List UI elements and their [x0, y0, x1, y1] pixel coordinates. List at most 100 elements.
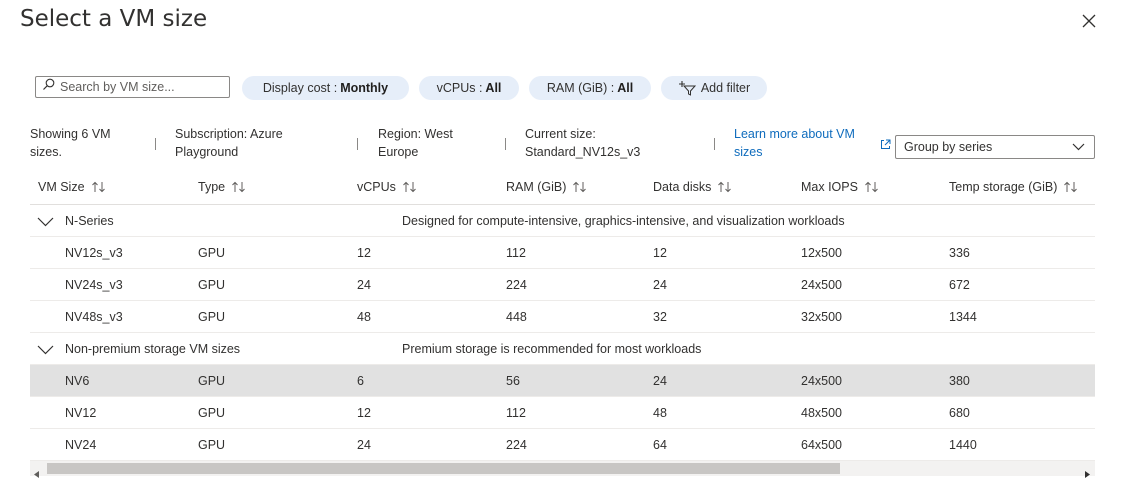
cell-vcpus: 12 [357, 406, 371, 420]
cell-type: GPU [198, 246, 226, 260]
current-size-text: Current size: Standard_NV12s_v3 [525, 127, 641, 159]
cell-vm-size: NV24 [65, 438, 97, 452]
subscription-text: Subscription: Azure Playground [175, 127, 283, 159]
group-name: Non-premium storage VM sizes [65, 342, 241, 356]
column-header-label: VM Size [38, 180, 85, 194]
cell-ram-gib: 112 [506, 406, 526, 420]
cell-data-disks: 24 [653, 278, 667, 292]
table-row[interactable]: NV48s_v3 GPU 48 448 32 32x500 1344 [30, 301, 1095, 333]
cell-ram-gib: 224 [506, 278, 527, 292]
cell-data-disks: 12 [653, 246, 667, 260]
vcpus-label: vCPUs : [436, 81, 483, 95]
display-cost-filter[interactable]: Display cost : Monthly [242, 76, 409, 100]
cell-max-iops: 32x500 [801, 310, 843, 324]
column-header-label: Temp storage (GiB) [949, 180, 1058, 194]
cell-type: GPU [198, 438, 226, 452]
divider [505, 138, 506, 150]
cell-ram-gib: 448 [506, 310, 527, 324]
group-header-n-series: N-Series Designed for compute-intensive, … [30, 205, 1095, 237]
cell-max-iops: 48x500 [801, 406, 843, 420]
cell-vm-size: NV24s_v3 [65, 278, 123, 292]
table-row[interactable]: NV6 GPU 6 56 24 24x500 380 [30, 365, 1095, 397]
column-header-vm-size[interactable]: VM Size [38, 180, 107, 194]
group-description: Designed for compute-intensive, graphics… [402, 214, 845, 228]
display-cost-label: Display cost : [262, 81, 338, 95]
cell-data-disks: 32 [653, 310, 667, 324]
cell-type: GPU [198, 278, 226, 292]
column-header-ram-gib[interactable]: RAM (GiB) [506, 180, 588, 194]
sort-icon[interactable] [85, 181, 107, 193]
cell-vcpus: 6 [357, 374, 364, 388]
cell-max-iops: 24x500 [801, 374, 843, 388]
cell-temp-storage-gib: 1440 [949, 438, 977, 452]
vm-size-table: VM Size Type vCPUs RAM (GiB) Data disks Max I… [30, 172, 1095, 461]
vcpus-value: All [485, 81, 502, 95]
collapse-chevron-icon[interactable] [37, 342, 54, 360]
column-header-label: Type [198, 180, 226, 194]
cell-data-disks: 24 [653, 374, 667, 388]
vm-count-text: Showing 6 VM sizes. [30, 127, 111, 159]
column-header-vcpus[interactable]: vCPUs [357, 180, 418, 194]
divider [155, 138, 156, 150]
sort-icon[interactable] [858, 181, 880, 193]
sort-icon[interactable] [1057, 181, 1079, 193]
group-header-non-premium-storage-vm-sizes: Non-premium storage VM sizes Premium stor… [30, 333, 1095, 365]
cell-max-iops: 12x500 [801, 246, 843, 260]
cell-data-disks: 64 [653, 438, 667, 452]
search-input[interactable] [60, 80, 220, 94]
divider [357, 138, 358, 150]
column-header-label: Data disks [653, 180, 712, 194]
column-header-temp-storage-gib[interactable]: Temp storage (GiB) [949, 180, 1079, 194]
cell-temp-storage-gib: 380 [949, 374, 970, 388]
cell-vm-size: NV48s_v3 [65, 310, 123, 324]
sort-icon[interactable] [566, 181, 588, 193]
cell-temp-storage-gib: 672 [949, 278, 970, 292]
add-filter-label: Add filter [700, 81, 751, 95]
sort-icon[interactable] [711, 181, 733, 193]
column-header-max-iops[interactable]: Max IOPS [801, 180, 880, 194]
display-cost-value: Monthly [340, 81, 389, 95]
column-header-data-disks[interactable]: Data disks [653, 180, 733, 194]
cell-temp-storage-gib: 680 [949, 406, 970, 420]
column-header-type[interactable]: Type [198, 180, 247, 194]
search-icon [36, 78, 55, 96]
table-row[interactable]: NV24 GPU 24 224 64 64x500 1440 [30, 429, 1095, 461]
ram-value: All [617, 81, 634, 95]
cell-vcpus: 48 [357, 310, 371, 324]
cell-ram-gib: 56 [506, 374, 520, 388]
ram-filter[interactable]: RAM (GiB) : All [529, 76, 651, 100]
cell-type: GPU [198, 406, 226, 420]
table-row[interactable]: NV24s_v3 GPU 24 224 24 24x500 672 [30, 269, 1095, 301]
learn-more-link[interactable]: Learn more about VM sizes [734, 127, 855, 159]
table-row[interactable]: NV12s_v3 GPU 12 112 12 12x500 336 [30, 237, 1095, 269]
search-box[interactable] [35, 76, 230, 98]
cell-type: GPU [198, 310, 226, 324]
scroll-left-icon[interactable] [34, 465, 40, 483]
scrollbar-thumb[interactable] [47, 463, 840, 474]
collapse-chevron-icon[interactable] [37, 214, 54, 232]
cell-vcpus: 24 [357, 438, 371, 452]
close-icon[interactable] [1080, 12, 1098, 30]
add-filter-icon [678, 80, 696, 96]
cell-type: GPU [198, 374, 226, 388]
group-by-dropdown[interactable]: Group by series [895, 135, 1095, 159]
cell-temp-storage-gib: 336 [949, 246, 970, 260]
cell-max-iops: 24x500 [801, 278, 843, 292]
region-text: Region: West Europe [378, 127, 453, 159]
column-header-label: RAM (GiB) [506, 180, 567, 194]
cell-data-disks: 48 [653, 406, 667, 420]
divider [714, 138, 715, 150]
cell-vm-size: NV12 [65, 406, 97, 420]
sort-icon[interactable] [225, 181, 247, 193]
group-by-value: Group by series [904, 140, 993, 154]
cell-vm-size: NV6 [65, 374, 90, 388]
table-row[interactable]: NV12 GPU 12 112 48 48x500 680 [30, 397, 1095, 429]
external-link-icon[interactable] [880, 137, 891, 155]
sort-icon[interactable] [396, 181, 418, 193]
ram-label: RAM (GiB) : [546, 81, 615, 95]
add-filter-button[interactable]: Add filter [661, 76, 767, 100]
group-description: Premium storage is recommended for most … [402, 342, 702, 356]
vcpus-filter[interactable]: vCPUs : All [419, 76, 519, 100]
scroll-right-icon[interactable] [1084, 465, 1090, 483]
horizontal-scrollbar[interactable] [30, 461, 1095, 478]
